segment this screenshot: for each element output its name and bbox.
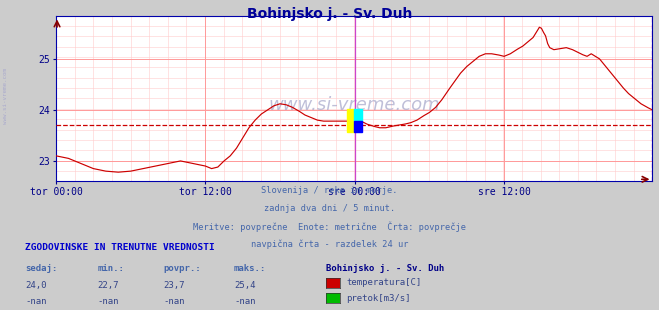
Text: -nan: -nan (163, 297, 185, 306)
Text: 25,4: 25,4 (234, 281, 256, 290)
Text: maks.:: maks.: (234, 264, 266, 273)
Text: navpična črta - razdelek 24 ur: navpična črta - razdelek 24 ur (251, 240, 408, 250)
Bar (355, 121, 362, 132)
Text: pretok[m3/s]: pretok[m3/s] (346, 294, 411, 303)
Text: -nan: -nan (25, 297, 47, 306)
Text: zadnja dva dni / 5 minut.: zadnja dva dni / 5 minut. (264, 204, 395, 213)
Text: 23,7: 23,7 (163, 281, 185, 290)
Text: 22,7: 22,7 (98, 281, 119, 290)
Text: ZGODOVINSKE IN TRENUTNE VREDNOSTI: ZGODOVINSKE IN TRENUTNE VREDNOSTI (25, 243, 215, 252)
Text: min.:: min.: (98, 264, 125, 273)
Text: Bohinjsko j. - Sv. Duh: Bohinjsko j. - Sv. Duh (247, 7, 412, 21)
Bar (347, 109, 355, 132)
Text: Slovenija / reke in morje.: Slovenija / reke in morje. (261, 186, 398, 195)
Text: www.si-vreme.com: www.si-vreme.com (268, 96, 440, 114)
Bar (355, 109, 362, 121)
Text: povpr.:: povpr.: (163, 264, 201, 273)
Text: Bohinjsko j. - Sv. Duh: Bohinjsko j. - Sv. Duh (326, 264, 444, 273)
Text: Meritve: povprečne  Enote: metrične  Črta: povprečje: Meritve: povprečne Enote: metrične Črta:… (193, 222, 466, 232)
Text: www.si-vreme.com: www.si-vreme.com (3, 68, 8, 124)
Text: temperatura[C]: temperatura[C] (346, 278, 421, 287)
Text: -nan: -nan (234, 297, 256, 306)
Text: 24,0: 24,0 (25, 281, 47, 290)
Text: sedaj:: sedaj: (25, 264, 57, 273)
Text: -nan: -nan (98, 297, 119, 306)
